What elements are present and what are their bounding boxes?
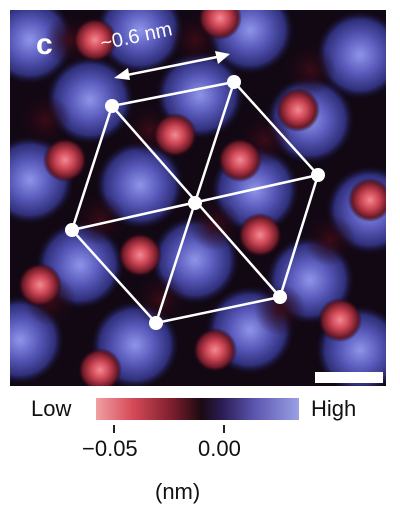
distance-arrow (114, 51, 230, 80)
height-map-image: ~0.6 nm c (10, 10, 386, 386)
height-map-canvas: ~0.6 nm (10, 10, 386, 386)
height-minimum-region (74, 194, 126, 246)
red-spot (276, 88, 320, 132)
colorbar-tick-label: 0.00 (198, 436, 241, 461)
colorbar-tick-label: −0.05 (82, 436, 138, 461)
height-minimum-region (254, 284, 306, 336)
colorbar-tick (223, 425, 225, 433)
red-spot (198, 10, 242, 40)
vertex-dot (105, 99, 119, 113)
colorbar-low-label: Low (31, 396, 72, 421)
red-spot (193, 328, 237, 372)
vertex-dot (273, 290, 287, 304)
panel-letter: c (36, 28, 53, 61)
hexagon-vertices (65, 75, 325, 330)
colorbar-unit: (nm) (155, 479, 201, 504)
red-spot (73, 18, 117, 62)
colorbar-gradient (96, 398, 299, 420)
red-spot (18, 263, 62, 307)
height-maximum-blob (96, 10, 184, 74)
red-spot (318, 298, 362, 342)
scale-bar (315, 372, 383, 383)
red-spot (118, 233, 162, 277)
vertex-dot (311, 168, 325, 182)
vertex-dot (65, 223, 79, 237)
red-spot (153, 113, 197, 157)
red-spot (348, 178, 386, 222)
red-spot (78, 348, 122, 386)
height-features (10, 10, 386, 386)
vertex-dot (149, 316, 163, 330)
height-minimum-region (19, 94, 71, 146)
colorbar-tick (113, 425, 115, 433)
colorbar: Low High (0, 392, 400, 426)
center-dot (188, 196, 202, 210)
red-spot (43, 138, 87, 182)
red-spot (218, 138, 262, 182)
height-minimum-region (304, 214, 356, 266)
colorbar-high-label: High (311, 396, 357, 421)
height-minimum-region (284, 44, 336, 96)
vertex-dot (227, 75, 241, 89)
red-spot (238, 213, 282, 257)
